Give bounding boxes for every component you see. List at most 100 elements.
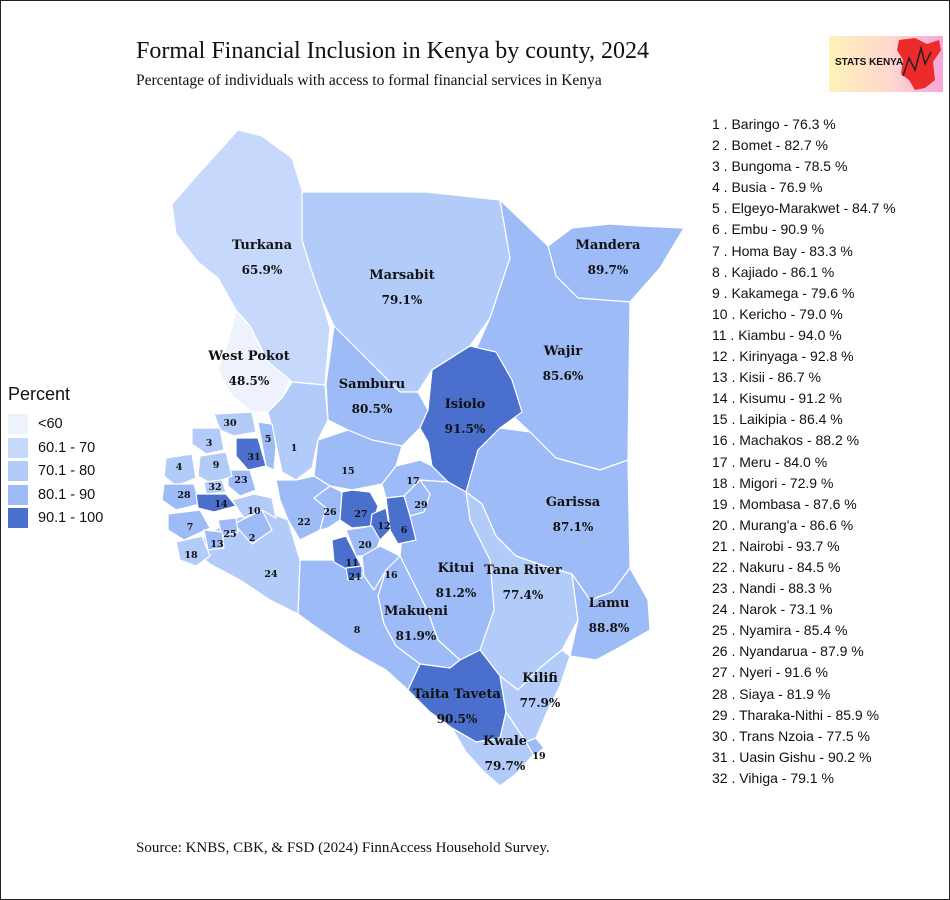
county-list-item: 25 . Nyamira - 85.4 % xyxy=(712,622,848,639)
county-mombasa xyxy=(525,737,545,757)
county-vihiga xyxy=(203,479,227,495)
county-uasin-gishu xyxy=(235,437,267,471)
county-list-item: 14 . Kisumu - 91.2 % xyxy=(712,390,842,407)
legend-swatch xyxy=(8,414,28,434)
county-name-label: Mandera xyxy=(576,238,641,253)
county-name-label: Samburu xyxy=(339,377,405,392)
county-number-label: 13 xyxy=(210,539,223,550)
map-title: Formal Financial Inclusion in Kenya by c… xyxy=(136,38,650,64)
county-number-label: 25 xyxy=(223,529,236,540)
county-list-item: 8 . Kajiado - 86.1 % xyxy=(712,263,835,280)
county-number-label: 26 xyxy=(323,507,337,518)
county-name-label: Kitui xyxy=(438,561,475,576)
county-value-label: 77.9% xyxy=(520,696,561,710)
county-number-label: 20 xyxy=(358,540,372,551)
county-name-label: Kwale xyxy=(483,734,527,749)
legend-item: 60.1 - 70 xyxy=(8,438,95,458)
legend-swatch xyxy=(8,508,28,528)
county-list-item: 27 . Nyeri - 91.6 % xyxy=(712,664,828,681)
legend-label: 60.1 - 70 xyxy=(38,440,96,456)
county-busia xyxy=(163,453,197,487)
county-list-item: 2 . Bomet - 82.7 % xyxy=(712,137,828,154)
county-name-label: Taita Taveta xyxy=(413,687,501,702)
county-trans-nzoia xyxy=(213,411,257,437)
county-list-item: 21 . Nairobi - 93.7 % xyxy=(712,537,840,554)
county-value-label: 88.8% xyxy=(589,621,630,635)
legend-label: <60 xyxy=(38,416,63,432)
county-number-label: 18 xyxy=(184,550,198,561)
county-homa-bay xyxy=(167,509,211,541)
county-list-item: 11 . Kiambu - 94.0 % xyxy=(712,326,842,343)
county-kisii xyxy=(203,529,225,551)
county-value-label: 77.4% xyxy=(503,588,544,602)
county-name-label: Isiolo xyxy=(445,397,486,412)
map-subtitle: Percentage of individuals with access to… xyxy=(136,72,602,89)
county-number-label: 28 xyxy=(177,490,191,501)
county-number-label: 32 xyxy=(208,482,221,493)
county-value-label: 89.7% xyxy=(588,263,629,277)
county-number-label: 23 xyxy=(234,475,247,486)
county-value-label: 87.1% xyxy=(553,520,594,534)
county-value-label: 79.1% xyxy=(382,293,423,307)
stats-kenya-logo: STATS KENYA xyxy=(829,36,943,92)
county-number-label: 3 xyxy=(206,438,213,449)
county-bungoma xyxy=(191,427,225,455)
county-name-label: Turkana xyxy=(232,238,293,253)
county-list-item: 4 . Busia - 76.9 % xyxy=(712,179,823,196)
county-kericho xyxy=(231,493,277,519)
county-name-label: West Pokot xyxy=(207,349,289,364)
county-list: 1 . Baringo - 76.3 % 2 . Bomet - 82.7 % 3 … xyxy=(712,114,896,789)
logo-text: STATS KENYA xyxy=(835,57,904,68)
county-number-label: 6 xyxy=(401,525,408,536)
county-list-item: 17 . Meru - 84.0 % xyxy=(712,453,828,470)
legend-swatch xyxy=(8,485,28,505)
county-value-label: 79.7% xyxy=(485,759,526,773)
county-list-item: 13 . Kisii - 86.7 % xyxy=(712,369,821,386)
county-number-label: 30 xyxy=(223,418,237,429)
county-nandi xyxy=(227,469,257,497)
county-elgeyo-marakwet xyxy=(257,421,277,471)
county-number-label: 11 xyxy=(345,558,358,569)
county-number-label: 17 xyxy=(406,476,419,487)
county-number-label: 27 xyxy=(354,509,367,520)
county-bomet xyxy=(233,509,273,545)
legend-label: 90.1 - 100 xyxy=(38,510,104,526)
county-list-item: 1 . Baringo - 76.3 % xyxy=(712,116,836,132)
county-nyandarua xyxy=(313,485,343,531)
source-note: Source: KNBS, CBK, & FSD (2024) FinnAcce… xyxy=(136,840,550,856)
county-list-item: 6 . Embu - 90.9 % xyxy=(712,221,825,238)
county-value-label: 91.5% xyxy=(445,422,486,436)
county-nyamira xyxy=(217,517,239,537)
county-value-label: 81.9% xyxy=(396,629,437,643)
county-list-item: 30 . Trans Nzoia - 77.5 % xyxy=(712,727,870,744)
county-list-item: 26 . Nyandarua - 87.9 % xyxy=(712,643,864,660)
county-value-label: 48.5% xyxy=(229,374,270,388)
county-name-label: Marsabit xyxy=(369,268,434,283)
county-nairobi xyxy=(345,565,363,581)
county-lamu xyxy=(569,567,651,661)
county-list-item: 32 . Vihiga - 79.1 % xyxy=(712,769,834,786)
legend-swatch xyxy=(8,461,28,481)
county-number-label: 10 xyxy=(247,506,261,517)
county-list-item: 15 . Laikipia - 86.4 % xyxy=(712,411,843,428)
county-list-item: 19 . Mombasa - 87.6 % xyxy=(712,495,857,512)
county-list-item: 24 . Narok - 73.1 % xyxy=(712,601,833,618)
county-list-item: 18 . Migori - 72.9 % xyxy=(712,474,834,491)
legend-title: Percent xyxy=(8,384,71,404)
county-number-label: 24 xyxy=(264,569,278,580)
county-number-label: 22 xyxy=(297,517,310,528)
county-number-label: 1 xyxy=(291,443,298,454)
county-number-label: 21 xyxy=(348,572,361,583)
county-migori xyxy=(175,535,211,567)
legend-label: 70.1 - 80 xyxy=(38,463,96,479)
county-number-label: 9 xyxy=(213,460,220,471)
county-list-item: 20 . Murang'a - 86.6 % xyxy=(712,516,854,533)
county-name-label: Lamu xyxy=(589,596,630,611)
county-number-label: 7 xyxy=(187,522,194,533)
county-number-label: 2 xyxy=(249,533,256,544)
legend-item: 80.1 - 90 xyxy=(8,485,95,505)
county-list-item: 23 . Nandi - 88.3 % xyxy=(712,580,832,597)
county-number-label: 31 xyxy=(247,452,260,463)
county-value-label: 85.6% xyxy=(543,369,584,383)
